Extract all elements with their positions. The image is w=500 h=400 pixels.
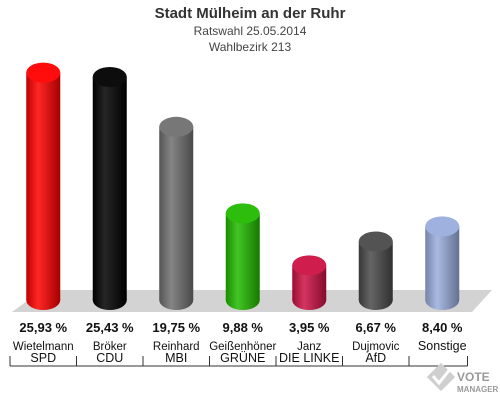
candidate-label-spd: Wietelmann: [13, 341, 74, 353]
chart-subtitle: Ratswahl 25.05.2014: [194, 24, 307, 38]
value-label-mbi: 19,75 %: [152, 320, 200, 335]
value-label-sonstige: 8,40 %: [422, 320, 463, 335]
value-label-die-linke: 3,95 %: [289, 320, 330, 335]
party-label-mbi: MBI: [165, 351, 187, 365]
bar-sonstige: [425, 226, 460, 300]
candidate-label-grüne: Geißenhöner: [209, 341, 276, 353]
bar-top-die-linke: [292, 255, 327, 276]
party-label-sonstige: Sonstige: [418, 339, 467, 353]
value-label-cdu: 25,43 %: [86, 320, 134, 335]
bar-top-mbi: [159, 116, 194, 137]
party-label-afd: AfD: [365, 351, 386, 365]
check-badge-icon: [426, 362, 456, 392]
bar-mbi: [159, 126, 194, 300]
bar-grüne: [225, 213, 260, 300]
bar-top-sonstige: [425, 216, 460, 237]
chart-district: Wahlbezirk 213: [209, 40, 292, 54]
bar-top-grüne: [225, 203, 260, 224]
logo-manager-text: MANAGER: [457, 385, 499, 394]
value-label-afd: 6,67 %: [356, 320, 397, 335]
value-label-grüne: 9,88 %: [223, 320, 264, 335]
party-label-die-linke: DIE LINKE: [279, 351, 339, 365]
candidate-label-cdu: Bröker: [93, 341, 127, 353]
bar-top-cdu: [92, 66, 127, 87]
candidate-label-mbi: Reinhard: [153, 341, 200, 353]
bar-spd: [26, 72, 61, 300]
vote-manager-logo: VOTE MANAGER: [426, 362, 499, 394]
value-label-spd: 25,93 %: [19, 320, 67, 335]
party-label-cdu: CDU: [96, 351, 123, 365]
candidate-label-afd: Dujmovic: [352, 341, 400, 353]
bar-cdu: [92, 76, 127, 300]
bars-group: [26, 62, 460, 310]
candidate-label-die-linke: Janz: [297, 341, 322, 353]
chart-title: Stadt Mülheim an der Ruhr: [155, 5, 346, 22]
logo-vote-text: VOTE: [457, 370, 490, 384]
party-label-grüne: GRÜNE: [220, 351, 265, 365]
bar-top-spd: [26, 62, 61, 83]
bar-top-afd: [358, 231, 393, 252]
party-label-spd: SPD: [30, 351, 56, 365]
